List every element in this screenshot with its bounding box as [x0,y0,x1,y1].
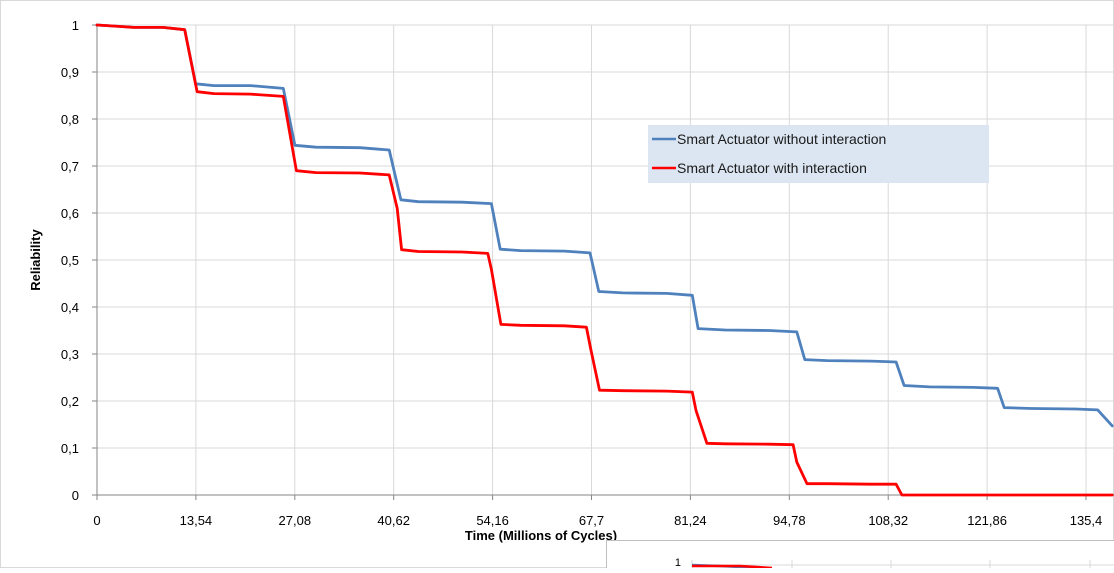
y-tick-label: 0,8 [61,112,79,127]
legend-label-with-interaction: Smart Actuator with interaction [677,160,867,176]
y-tick-label: 1 [72,18,79,33]
x-tick-label: 121,86 [967,513,1007,528]
x-tick-label: 54,16 [476,513,509,528]
legend-label-without-interaction: Smart Actuator without interaction [677,131,886,147]
x-tick-label: 94,78 [773,513,806,528]
x-tick-label: 13,54 [180,513,213,528]
x-tick-label: 67,7 [579,513,604,528]
y-tick-label: 0,1 [61,441,79,456]
legend: Smart Actuator without interaction Smart… [648,125,989,183]
y-tick-label: 0,2 [61,394,79,409]
x-tick-label: 40,62 [377,513,410,528]
y-tick-label: 0,7 [61,159,79,174]
y-tick-label: 0,6 [61,206,79,221]
y-tick-label: 0,5 [61,253,79,268]
x-tick-label: 27,08 [279,513,312,528]
x-axis-title: Time (Millions of Cycles) [465,528,617,543]
y-axis-title: Reliability [28,229,43,291]
inset-y-tick-label: 1 [675,557,681,568]
x-tick-label: 108,32 [868,513,908,528]
y-tick-label: 0,3 [61,347,79,362]
inset-chart-frame [607,541,1114,569]
x-tick-label: 81,24 [674,513,707,528]
y-tick-label: 0,9 [61,65,79,80]
y-tick-label: 0,4 [61,300,79,315]
y-tick-label: 0 [72,488,79,503]
x-tick-label: 135,4 [1070,513,1103,528]
inset-chart: 1 [607,541,1114,569]
x-tick-label: 0 [93,513,100,528]
